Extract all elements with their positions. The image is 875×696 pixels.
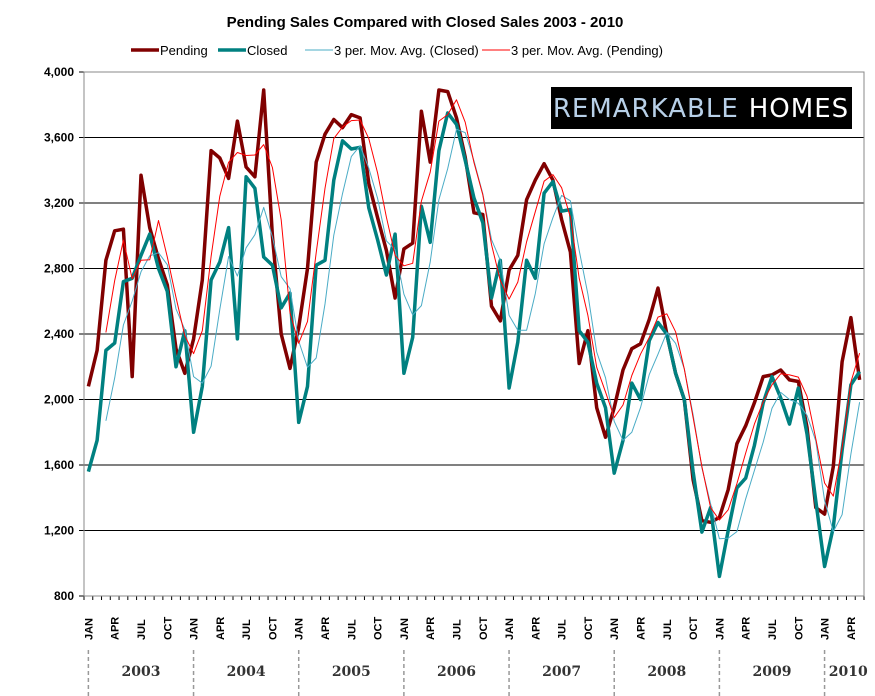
- x-tick-label: JUL: [557, 619, 569, 640]
- gridlines: [84, 71, 864, 531]
- x-tick-label: OCT: [688, 617, 700, 641]
- x-tick-label: JUL: [767, 619, 779, 640]
- x-tick-label: OCT: [162, 617, 174, 641]
- y-tick-label: 800: [54, 589, 74, 603]
- x-tick-label: JAN: [83, 618, 95, 640]
- series-lines: [86, 88, 862, 579]
- year-label: 2003: [121, 664, 160, 680]
- legend-label-pending: Pending: [160, 43, 208, 58]
- year-label: 2010: [829, 664, 868, 680]
- y-tick-label: 1,200: [44, 524, 74, 538]
- x-tick-label: APR: [425, 617, 437, 640]
- x-tick-label: APR: [846, 617, 858, 640]
- x-tick-label: OCT: [373, 617, 385, 641]
- y-tick-label: 3,200: [44, 196, 74, 210]
- year-labels: 2003 2004 2005 2006 2007 2008 2009 2010: [87, 650, 868, 696]
- y-tick-label: 1,600: [44, 458, 74, 472]
- x-tick-label: JUL: [662, 619, 674, 640]
- x-tick-label: APR: [320, 617, 332, 640]
- logo-text-remarkable: REMARKABLE: [553, 94, 739, 124]
- x-tick-label: JAN: [714, 618, 726, 640]
- x-tick-label: OCT: [583, 617, 595, 641]
- year-label: 2006: [437, 664, 476, 680]
- logo-text: REMARKABLE HOMES: [553, 94, 849, 124]
- x-tick-label: JUL: [346, 619, 358, 640]
- series-line-3-per-mov-avg-pending: [105, 99, 861, 521]
- year-label: 2009: [752, 664, 791, 680]
- year-label: 2007: [542, 664, 581, 680]
- year-label: 2005: [332, 664, 371, 680]
- y-tick-label: 4,000: [44, 65, 74, 79]
- y-axis: 800 1,200 1,600 2,000 2,400 2,800 3,200 3,600 4,…: [44, 65, 85, 603]
- x-tick-label: JAN: [189, 618, 201, 640]
- x-tick-label: JAN: [399, 618, 411, 640]
- x-tick-label: OCT: [267, 617, 279, 641]
- remarkable-homes-logo: REMARKABLE HOMES: [551, 87, 852, 129]
- x-tick-label: JUL: [241, 619, 253, 640]
- x-tick-label: APR: [110, 617, 122, 640]
- x-tick-label: JAN: [294, 618, 306, 640]
- legend-label-3-per-mov-avg-pending: 3 per. Mov. Avg. (Pending): [511, 43, 663, 58]
- x-tick-label: OCT: [478, 617, 490, 641]
- logo-background: [551, 87, 852, 129]
- series-line-pending: [86, 88, 862, 525]
- x-tick-label: OCT: [793, 617, 805, 641]
- x-tick-label: JUL: [451, 619, 463, 640]
- x-axis: JAN APR JUL OCT JAN APR JUL OCT JAN APR JUL OCT JAN A…: [83, 595, 865, 641]
- y-tick-label: 2,000: [44, 393, 74, 407]
- chart-title: Pending Sales Compared with Closed Sales…: [227, 14, 624, 31]
- legend-label-3-per-mov-avg-closed: 3 per. Mov. Avg. (Closed): [334, 43, 479, 58]
- logo-text-homes: HOMES: [749, 94, 849, 124]
- y-tick-label: 2,800: [44, 262, 74, 276]
- legend: Pending Closed 3 per. Mov. Avg. (Closed) 3 …: [131, 43, 663, 58]
- x-tick-label: APR: [636, 617, 648, 640]
- x-tick-label: JAN: [504, 618, 516, 640]
- y-tick-label: 2,400: [44, 327, 74, 341]
- year-label: 2004: [227, 664, 266, 680]
- plot-area-border: [83, 71, 865, 597]
- series-line-closed: [86, 111, 862, 579]
- y-tick-label: 3,600: [44, 131, 74, 145]
- x-tick-label: JUL: [136, 619, 148, 640]
- legend-label-closed: Closed: [247, 43, 287, 58]
- x-tick-label: APR: [215, 617, 227, 640]
- x-tick-label: JAN: [609, 618, 621, 640]
- x-tick-label: JAN: [820, 618, 832, 640]
- year-label: 2008: [647, 664, 686, 680]
- x-tick-label: APR: [741, 617, 753, 640]
- x-tick-label: APR: [530, 617, 542, 640]
